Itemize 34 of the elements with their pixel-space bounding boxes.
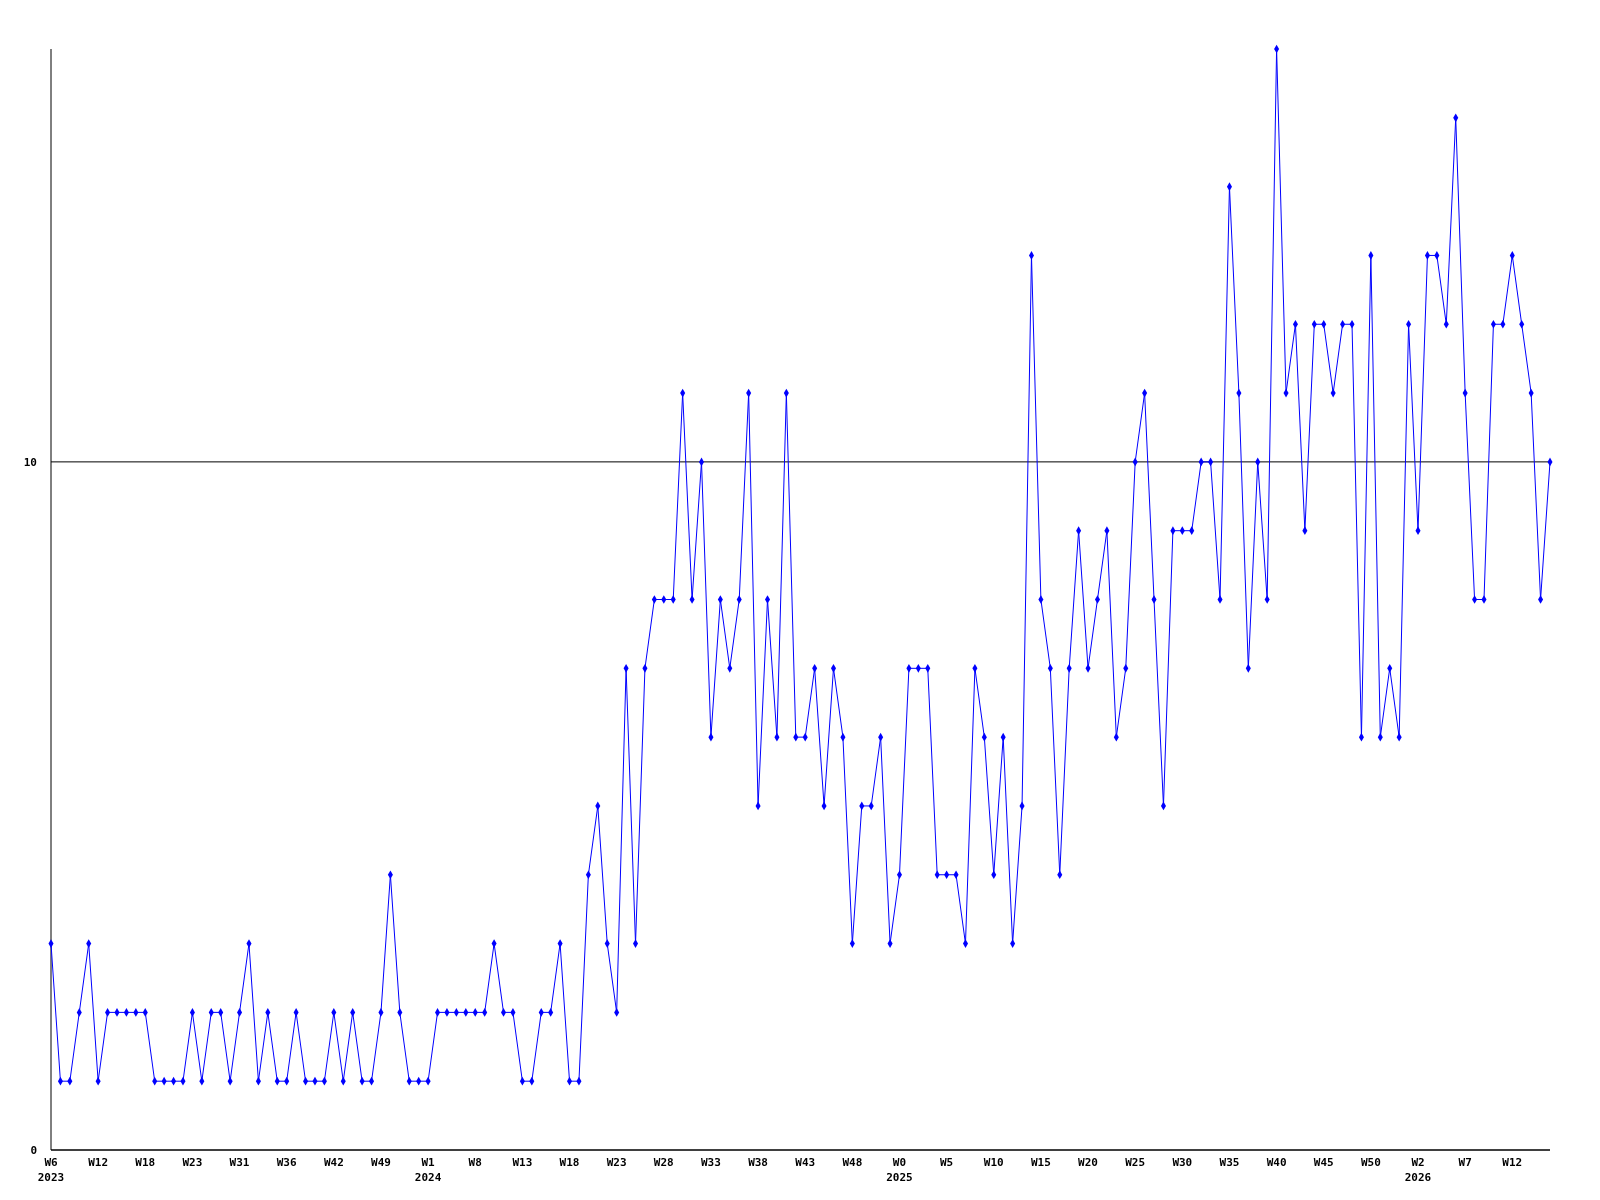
x-tick-label: W1 2024	[414, 1156, 442, 1184]
x-tick-label: W28	[653, 1156, 674, 1169]
x-tick-label: W10	[983, 1156, 1004, 1169]
x-tick-label: W36	[276, 1156, 297, 1169]
y-tick-label: 10	[23, 455, 37, 469]
x-tick-label: W40	[1266, 1156, 1287, 1169]
x-tick-label: W43	[795, 1156, 816, 1169]
x-tick-label: W2 2026	[1404, 1156, 1432, 1184]
x-tick-label: W25	[1125, 1156, 1146, 1169]
x-tick-label: W48	[842, 1156, 863, 1169]
x-tick-label: W50	[1360, 1156, 1381, 1169]
x-tick-label: W15	[1030, 1156, 1051, 1169]
y-tick-label: 0	[30, 1143, 37, 1157]
x-tick-label: W18	[559, 1156, 580, 1169]
x-tick-label: W31	[229, 1156, 250, 1169]
x-tick-label: W23	[182, 1156, 203, 1169]
x-tick-label: W13	[512, 1156, 533, 1169]
x-tick-label: W18	[135, 1156, 156, 1169]
x-tick-label: W8	[468, 1156, 482, 1169]
x-tick-label: W42	[323, 1156, 344, 1169]
x-tick-label: W38	[748, 1156, 769, 1169]
x-tick-label: W35	[1219, 1156, 1240, 1169]
x-tick-label: W7	[1458, 1156, 1472, 1169]
x-tick-label: W12	[1502, 1156, 1523, 1169]
x-tick-label: W6 2023	[37, 1156, 65, 1184]
x-tick-label: W30	[1172, 1156, 1193, 1169]
x-tick-label: W0 2025	[886, 1156, 913, 1184]
x-tick-label: W12	[88, 1156, 109, 1169]
x-tick-label: W45	[1313, 1156, 1334, 1169]
x-tick-label: W33	[701, 1156, 721, 1169]
x-tick-label: W49	[371, 1156, 391, 1169]
x-tick-label: W23	[606, 1156, 627, 1169]
x-tick-label: W5	[940, 1156, 954, 1169]
x-tick-label: W20	[1078, 1156, 1098, 1169]
